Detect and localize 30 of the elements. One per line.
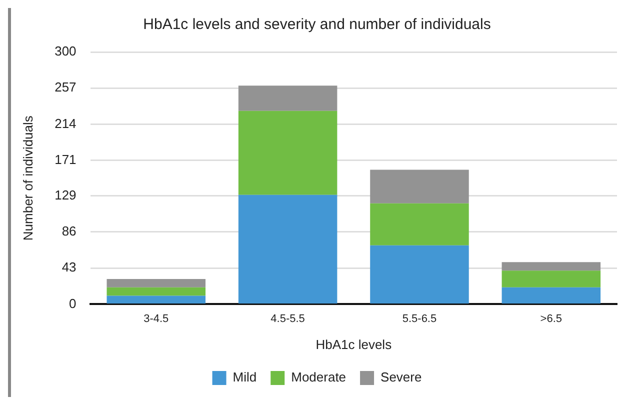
bar (502, 262, 601, 271)
legend-label: Mild (232, 370, 257, 385)
bar (238, 86, 338, 111)
y-axis-title: Number of individuals (20, 115, 36, 241)
x-tick-label: 5.5-6.5 (402, 312, 437, 325)
legend-label: Severe (380, 370, 422, 385)
bar (502, 270, 601, 288)
y-tick-label: 300 (54, 44, 76, 59)
bar (106, 296, 206, 304)
bar (238, 110, 338, 195)
y-tick-label: 129 (54, 187, 76, 202)
x-tick-label: 4.5-5.5 (270, 312, 305, 325)
legend-label: Moderate (291, 370, 346, 385)
y-tick-label: 171 (54, 152, 76, 168)
bar (370, 170, 469, 204)
y-tick-label: 43 (62, 260, 76, 275)
x-axis-title: HbA1c levels (316, 336, 392, 352)
bar (106, 287, 206, 296)
bar (238, 194, 338, 304)
bar (106, 278, 206, 288)
bar (370, 245, 469, 304)
chart-title: HbA1c levels and severity and number of individuals (143, 16, 491, 34)
bar (370, 203, 469, 246)
y-tick-label: 257 (54, 80, 76, 95)
y-tick-label: 86 (62, 223, 76, 238)
y-tick-label: 0 (69, 296, 76, 311)
y-tick-label: 214 (54, 116, 76, 131)
x-tick-label: 3-4.5 (144, 312, 169, 325)
bar (502, 287, 601, 304)
x-tick-label: >6.5 (540, 312, 562, 325)
